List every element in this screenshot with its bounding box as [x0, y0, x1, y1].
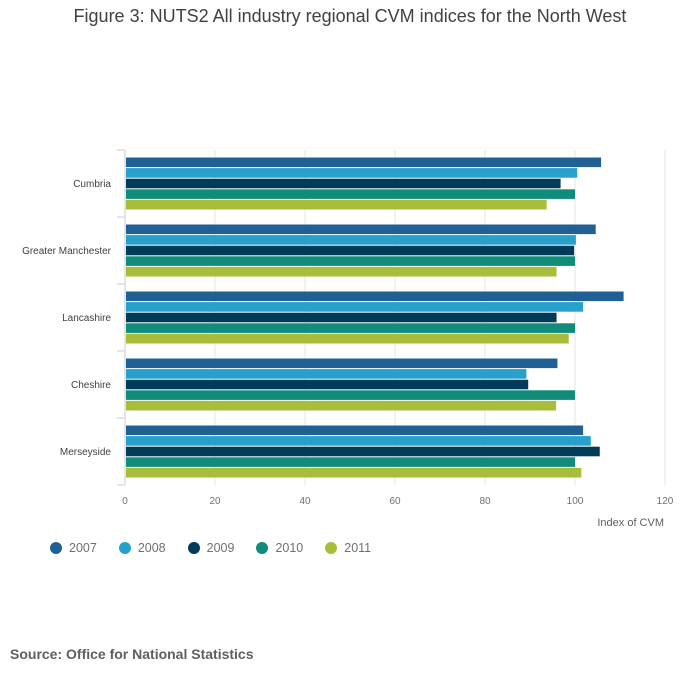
legend-label: 2009 — [206, 541, 235, 555]
y-category-label: Greater Manchester — [22, 246, 112, 257]
bar-2009-greater-manchester[interactable] — [126, 245, 575, 256]
legend-marker-icon — [187, 542, 200, 554]
chart-title: Figure 3: NUTS2 All industry regional CV… — [73, 6, 627, 26]
legend-item-2010[interactable]: 2010 — [256, 541, 303, 555]
legend-label: 2008 — [137, 541, 166, 555]
bar-2008-merseyside[interactable] — [126, 436, 591, 446]
y-category-label: Cheshire — [71, 380, 111, 391]
legend-marker-icon — [50, 542, 62, 554]
legend-item-2011[interactable]: 2011 — [325, 541, 371, 555]
bar-2007-cumbria[interactable] — [126, 157, 602, 168]
legend-item-2007[interactable]: 2007 — [50, 541, 97, 555]
bar-2011-lancashire[interactable] — [126, 333, 569, 344]
x-tick-label: 20 — [209, 496, 221, 507]
bar-2011-merseyside[interactable] — [126, 467, 582, 478]
x-tick-label: 0 — [122, 496, 128, 507]
bar-2008-greater-manchester[interactable] — [126, 235, 576, 245]
y-category-label: Cumbria — [73, 179, 111, 190]
legend-label: 2011 — [344, 541, 372, 555]
bar-2009-cheshire[interactable] — [126, 379, 529, 390]
legend-marker-icon — [325, 542, 338, 554]
legend-marker-icon — [256, 542, 269, 554]
bar-2011-cheshire[interactable] — [126, 400, 557, 411]
bar-2007-merseyside[interactable] — [126, 425, 584, 436]
bar-2007-lancashire[interactable] — [126, 291, 624, 302]
y-category-label: Merseyside — [60, 447, 112, 458]
bar-2009-cumbria[interactable] — [126, 178, 561, 189]
source-note: Source: Office for National Statistics — [10, 646, 254, 662]
x-tick-label: 100 — [567, 496, 584, 507]
bar-2008-cheshire[interactable] — [126, 369, 527, 379]
bar-2008-lancashire[interactable] — [126, 302, 584, 312]
legend-label: 2007 — [69, 541, 97, 555]
legend-label: 2010 — [275, 541, 304, 555]
legend-marker-icon — [118, 542, 131, 554]
legend-item-2009[interactable]: 2009 — [187, 541, 235, 555]
bar-2007-cheshire[interactable] — [126, 358, 558, 369]
legend: 2007 2008 2009 2010 2011 — [50, 541, 393, 555]
bar-2009-lancashire[interactable] — [126, 312, 557, 323]
bar-2008-cumbria[interactable] — [126, 168, 578, 178]
bar-2011-greater-manchester[interactable] — [126, 266, 557, 277]
x-tick-label: 80 — [479, 496, 491, 507]
bar-2007-greater-manchester[interactable] — [126, 224, 596, 235]
x-tick-label: 120 — [657, 496, 674, 507]
bar-2009-merseyside[interactable] — [126, 446, 600, 457]
x-axis-title: Index of CVM — [597, 517, 664, 529]
bar-2010-merseyside[interactable] — [126, 457, 575, 467]
bar-2011-cumbria[interactable] — [126, 199, 547, 210]
bars — [126, 157, 624, 478]
x-tick-label: 60 — [389, 496, 401, 507]
x-tick-label: 40 — [299, 496, 311, 507]
axes: 0 20 40 60 80 100 120 Cumbria Greater Manchester… — [22, 149, 674, 507]
bar-2010-cheshire[interactable] — [126, 390, 575, 400]
bar-2010-greater-manchester[interactable] — [126, 256, 575, 266]
bar-2010-lancashire[interactable] — [126, 323, 575, 333]
bar-2010-cumbria[interactable] — [126, 189, 575, 199]
y-category-label: Lancashire — [62, 313, 111, 324]
legend-item-2008[interactable]: 2008 — [118, 541, 166, 555]
